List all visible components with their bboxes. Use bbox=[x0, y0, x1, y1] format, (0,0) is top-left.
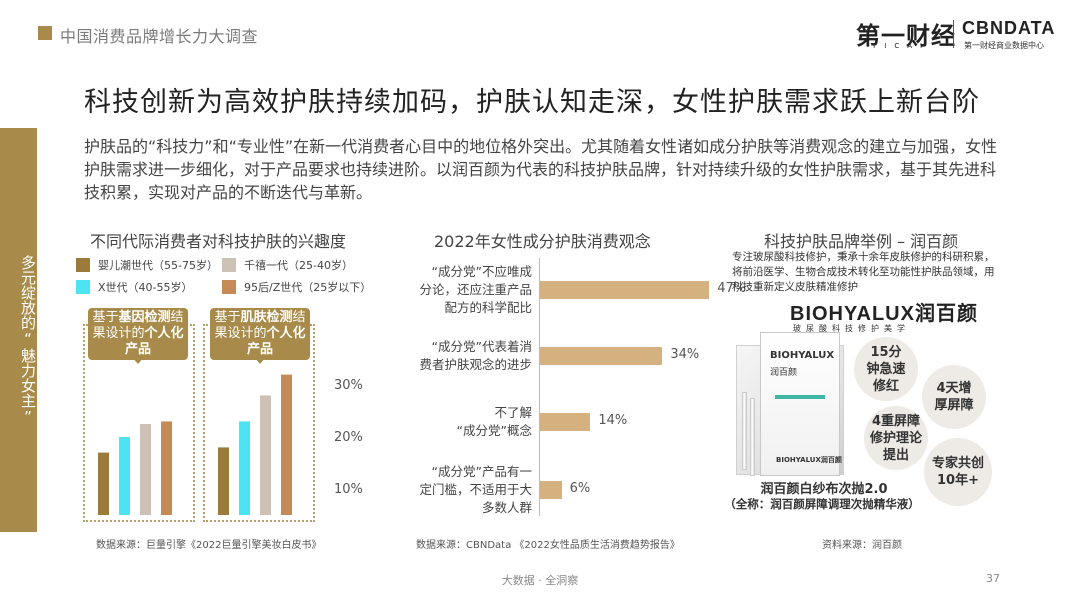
category-label-line: 不了解 bbox=[494, 405, 532, 420]
vial-image bbox=[750, 398, 755, 476]
h-bar-value: 34% bbox=[670, 347, 700, 362]
cbndata-logo-sub: 第一财经商业数据中心 bbox=[964, 41, 1044, 50]
mid-chart-axis bbox=[539, 258, 540, 516]
left-source: 数据来源：巨量引擎《2022巨量引擎美妆白皮书》 bbox=[96, 540, 322, 551]
callout-text: 基于 bbox=[214, 310, 241, 325]
category-label-line: 费者护肤观念的进步 bbox=[419, 357, 532, 372]
product-box-label: BIOHYALUX润百颜 bbox=[776, 456, 842, 464]
callout-text: 结果设计的 bbox=[214, 310, 306, 341]
legend-item: 千禧一代（25-40岁） bbox=[222, 257, 353, 273]
product-full-name: （全称：润百颜屏障调理次抛精华液） bbox=[724, 497, 920, 511]
product-box-stripe bbox=[775, 395, 825, 399]
h-bar-value: 14% bbox=[598, 413, 628, 428]
legend-swatch bbox=[222, 280, 236, 294]
category-label: “成分党”产品有一定门槛，不适用于大多数人群 bbox=[400, 463, 532, 517]
feature-bubble-text: 15分钟急速修红 bbox=[866, 344, 906, 394]
legend-item: X世代（40-55岁） bbox=[76, 279, 193, 295]
category-label-line: 配方的科学配比 bbox=[444, 300, 532, 315]
mid-chart-title: 2022年女性成分护肤消费观念 bbox=[434, 232, 651, 251]
brand-tagline: 玻尿酸科技修护美学 bbox=[793, 324, 910, 333]
feature-bubble: 专家共创10年+ bbox=[924, 438, 992, 506]
brand-description: 专注玻尿酸科技修护，秉承十余年皮肤修护的科研积累，将前沿医学、生物合成技术转化至… bbox=[732, 251, 995, 293]
category-label-line: “成分党”不应唯成 bbox=[431, 264, 532, 279]
legend-label: 千禧一代（25-40岁） bbox=[244, 259, 353, 272]
right-section-title: 科技护肤品牌举例 – 润百颜 bbox=[764, 232, 959, 251]
bar-2-1 bbox=[260, 395, 271, 515]
h-bar-value: 6% bbox=[569, 481, 591, 496]
h-bar-value: 47% bbox=[717, 281, 747, 296]
brand-logo: BIOHYALUX润百颜 bbox=[790, 303, 978, 325]
y-tick-label: 20% bbox=[334, 430, 363, 445]
category-label-line: 定门槛，不适用于大 bbox=[419, 482, 532, 497]
bar-1-1 bbox=[239, 421, 250, 515]
category-label-line: 多数人群 bbox=[481, 500, 532, 515]
callout-text: 基于 bbox=[92, 310, 119, 325]
callout-gene: 基于基因检测结果设计的个人化产品 bbox=[88, 308, 188, 360]
page-headline: 科技创新为高效护肤持续加码，护肤认知走深，女性护肤需求跃上新台阶 bbox=[84, 87, 980, 118]
side-tab-label: 多元绽放的“魅力女主” bbox=[19, 254, 37, 426]
feature-bubble-text: 4重屏障修护理论提出 bbox=[869, 413, 922, 463]
h-bar bbox=[540, 481, 562, 499]
legend-swatch bbox=[76, 280, 90, 294]
topbar-accent-square bbox=[38, 26, 52, 40]
bar-2-0 bbox=[140, 424, 151, 515]
legend-label: 95后/Z世代（25岁以下） bbox=[244, 281, 372, 294]
side-tab bbox=[0, 128, 37, 532]
product-box-label: 润百颜 bbox=[770, 368, 798, 378]
category-label-line: “成分党”概念 bbox=[456, 423, 532, 438]
callout-arrow bbox=[132, 357, 144, 364]
legend-swatch bbox=[222, 258, 236, 272]
callout-text: 结果设计的 bbox=[92, 310, 184, 341]
left-chart-title: 不同代际消费者对科技护肤的兴趣度 bbox=[90, 232, 347, 251]
yicai-logo: 第一财经 bbox=[856, 21, 956, 50]
page-number: 37 bbox=[986, 572, 1000, 585]
mid-source: 数据来源：CBNData 《2022女性品质生活消费趋势报告》 bbox=[416, 540, 680, 551]
h-bar bbox=[540, 347, 663, 365]
legend-item: 95后/Z世代（25岁以下） bbox=[222, 279, 371, 295]
product-box-label: BIOHYALUX bbox=[770, 350, 835, 361]
callout-bold: 基因检测 bbox=[118, 310, 171, 325]
legend-label: 婴儿潮世代（55-75岁） bbox=[98, 259, 218, 272]
footer-tagline: 大数据 · 全洞察 bbox=[501, 574, 579, 587]
cbndata-logo: CBNDATA bbox=[962, 18, 1056, 38]
bar-1-0 bbox=[119, 437, 130, 515]
feature-bubble-text: 专家共创10年+ bbox=[931, 456, 984, 488]
intro-paragraph: 护肤品的“科技力”和“专业性”在新一代消费者心目中的地位格外突出。尤其随着女性诸… bbox=[84, 137, 998, 202]
callout-skin: 基于肌肤检测结果设计的个人化产品 bbox=[210, 308, 310, 360]
right-source: 资料来源：润百颜 bbox=[822, 540, 902, 551]
y-tick-label: 10% bbox=[334, 482, 363, 497]
callout-bold: 肌肤检测 bbox=[240, 310, 293, 325]
callout-arrow bbox=[254, 357, 266, 364]
legend-label: X世代（40-55岁） bbox=[98, 281, 193, 294]
y-tick-label: 30% bbox=[334, 378, 363, 393]
report-series-title: 中国消费品牌增长力大调查 bbox=[60, 27, 259, 46]
logo-divider bbox=[953, 20, 954, 48]
bar-3-1 bbox=[281, 374, 292, 515]
product-name: 润百颜白纱布次抛2.0 bbox=[760, 482, 888, 497]
legend-item: 婴儿潮世代（55-75岁） bbox=[76, 257, 218, 273]
callout-bold: 个人化产品 bbox=[124, 326, 184, 357]
vial-image bbox=[742, 392, 747, 470]
feature-bubble-text: 4天增厚屏障 bbox=[934, 381, 974, 413]
bar-3-0 bbox=[161, 421, 172, 515]
category-label: “成分党”不应唯成分论，还应注重产品配方的科学配比 bbox=[400, 263, 532, 317]
legend-swatch bbox=[76, 258, 90, 272]
yicai-logo-sub: YICAI bbox=[872, 42, 931, 50]
category-label-line: “成分党”代表着消 bbox=[431, 339, 532, 354]
callout-bold: 个人化产品 bbox=[246, 326, 306, 357]
category-label-line: “成分党”产品有一 bbox=[431, 464, 532, 479]
bar-0-0 bbox=[98, 452, 109, 515]
bar-0-1 bbox=[218, 447, 229, 515]
feature-bubble: 4天增厚屏障 bbox=[922, 365, 986, 429]
h-bar bbox=[540, 413, 591, 431]
feature-bubble: 4重屏障修护理论提出 bbox=[864, 406, 928, 470]
category-label-line: 分论，还应注重产品 bbox=[419, 282, 532, 297]
product-box-front bbox=[760, 332, 840, 476]
category-label: 不了解 “成分党”概念 bbox=[400, 404, 532, 440]
feature-bubble: 15分钟急速修红 bbox=[854, 337, 918, 401]
category-label: “成分党”代表着消费者护肤观念的进步 bbox=[400, 338, 532, 374]
h-bar bbox=[540, 281, 710, 299]
